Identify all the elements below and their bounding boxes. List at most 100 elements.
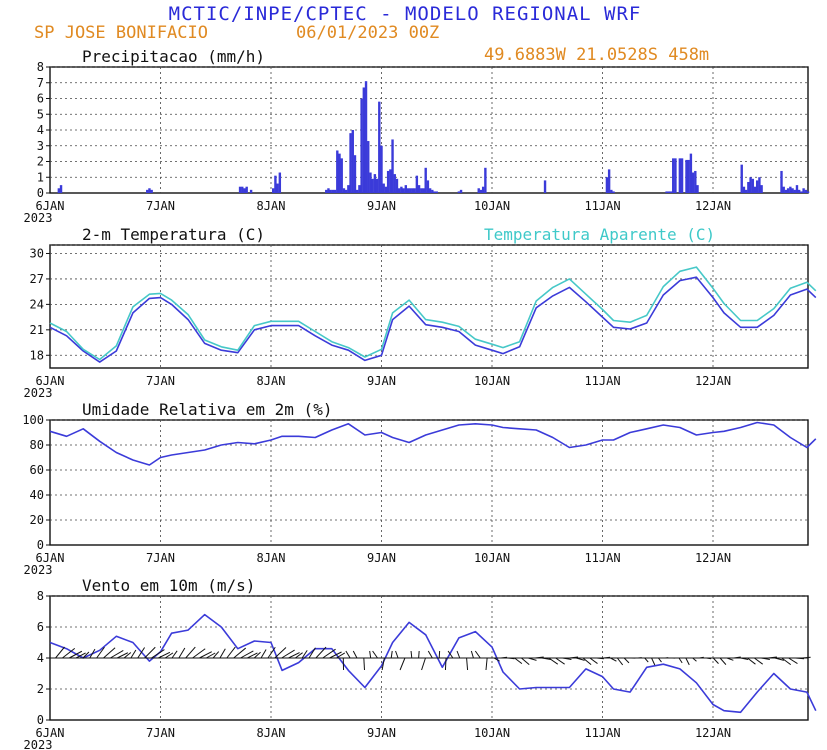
precipitation-bar xyxy=(272,188,275,193)
wind-arrow xyxy=(345,650,351,659)
wind-arrow xyxy=(395,650,399,659)
y-tick-label: 8 xyxy=(37,60,44,74)
precipitation-bar xyxy=(674,158,677,193)
temperatura-aparente-c-line xyxy=(49,266,817,361)
precipitation-bar xyxy=(369,172,372,193)
y-tick-label: 24 xyxy=(30,297,44,311)
precipitation-bar xyxy=(373,174,377,193)
wind-arrow xyxy=(55,646,65,659)
precipitation-bar xyxy=(406,188,410,193)
precipitation-bar xyxy=(367,141,370,193)
x-tick-label: 8JAN xyxy=(257,726,286,740)
y-tick-label: 4 xyxy=(37,651,44,665)
y-tick-label: 5 xyxy=(37,107,44,121)
precipitation-bar xyxy=(329,189,332,193)
x-tick-label: 12JAN xyxy=(695,199,731,213)
y-tick-label: 30 xyxy=(30,246,44,260)
precipitation-bar xyxy=(481,186,485,193)
precipitation-bar xyxy=(791,188,794,193)
wind-arrow xyxy=(199,651,212,659)
precipitation-bar xyxy=(685,159,688,193)
precipitation-bar xyxy=(678,158,682,193)
wind-arrow xyxy=(116,652,129,659)
precipitation-bar xyxy=(543,180,547,193)
precipitation-bar xyxy=(680,158,684,193)
precipitation-bar xyxy=(327,188,330,193)
y-tick-label: 18 xyxy=(30,348,44,362)
wind-arrow xyxy=(233,647,247,659)
wind-arrow xyxy=(485,657,488,671)
x-axis-year: 2023 xyxy=(24,386,53,400)
precipitation-bar xyxy=(378,101,381,193)
wind-arrow xyxy=(521,657,530,666)
x-tick-label: 11JAN xyxy=(584,551,620,565)
wind-arrow xyxy=(260,649,267,659)
precipitation-bar xyxy=(428,188,432,193)
wind-arrow xyxy=(352,650,358,659)
wind-arrow xyxy=(363,657,365,671)
x-tick-label: 7JAN xyxy=(146,199,175,213)
y-tick-label: 100 xyxy=(22,413,44,427)
precipitation-bar xyxy=(395,178,399,193)
y-tick-label: 1 xyxy=(37,170,44,184)
y-tick-label: 40 xyxy=(30,488,44,502)
y-tick-label: 60 xyxy=(30,463,44,477)
precipitation-bar xyxy=(146,189,149,193)
wind-title: Vento em 10m (m/s) xyxy=(82,576,255,595)
y-tick-label: 7 xyxy=(37,76,44,90)
wind-arrow xyxy=(493,657,500,662)
x-tick-label: 7JAN xyxy=(146,551,175,565)
wind-arrow xyxy=(219,648,226,659)
wind-arrow xyxy=(390,650,393,659)
precipitation-bar xyxy=(150,189,153,193)
precipitation-bar xyxy=(800,191,803,193)
x-tick-label: 6JAN xyxy=(36,551,65,565)
precipitation-bar xyxy=(435,191,438,193)
wind-arrow xyxy=(281,649,295,659)
wind-arrow xyxy=(555,657,565,665)
wind-arrow xyxy=(712,657,719,664)
x-axis-year: 2023 xyxy=(24,563,53,577)
wind-arrow xyxy=(399,657,406,671)
wind-arrow xyxy=(123,652,132,659)
y-tick-label: 0 xyxy=(37,186,44,200)
wind-arrow xyxy=(110,650,124,659)
x-tick-label: 8JAN xyxy=(257,199,286,213)
x-tick-label: 8JAN xyxy=(257,551,286,565)
precipitation-bar xyxy=(400,186,403,193)
x-tick-label: 6JAN xyxy=(36,199,65,213)
wind-arrow xyxy=(444,657,447,671)
precipitation-bar xyxy=(393,174,396,193)
precipitation-bar xyxy=(672,158,675,193)
precipitation-bar xyxy=(397,188,401,193)
2-m-temperatura-c-line xyxy=(49,276,817,363)
wind-arrow xyxy=(308,647,316,659)
wind-arrow xyxy=(68,650,83,659)
precipitation-bar xyxy=(360,98,363,193)
precipitation-bar xyxy=(431,189,434,193)
precipitation-bar xyxy=(422,188,425,193)
station-name: SP JOSE BONIFACIO xyxy=(34,23,208,43)
x-axis-year: 2023 xyxy=(24,738,53,750)
x-tick-label: 10JAN xyxy=(474,199,510,213)
precipitation-bar xyxy=(742,186,746,193)
precipitation-bar xyxy=(333,189,337,193)
precipitation-bar xyxy=(274,175,277,193)
precipitation-bar xyxy=(358,185,361,193)
wind-arrow xyxy=(427,650,433,659)
precipitation-bar xyxy=(747,181,750,193)
wind-arrow xyxy=(185,646,196,659)
x-tick-label: 12JAN xyxy=(695,374,731,388)
wind-arrow xyxy=(192,648,206,659)
panel-frame xyxy=(49,419,809,546)
precipitation-bar xyxy=(806,191,810,193)
wind-arrow xyxy=(75,652,86,659)
y-tick-label: 20 xyxy=(30,513,44,527)
wind-arrow xyxy=(685,657,690,666)
precipitation-bar xyxy=(793,189,796,193)
wind-arrow xyxy=(372,650,378,659)
precipitation-bar xyxy=(415,175,419,193)
precipitation-bar xyxy=(667,191,670,193)
wind-arrow xyxy=(421,657,426,671)
